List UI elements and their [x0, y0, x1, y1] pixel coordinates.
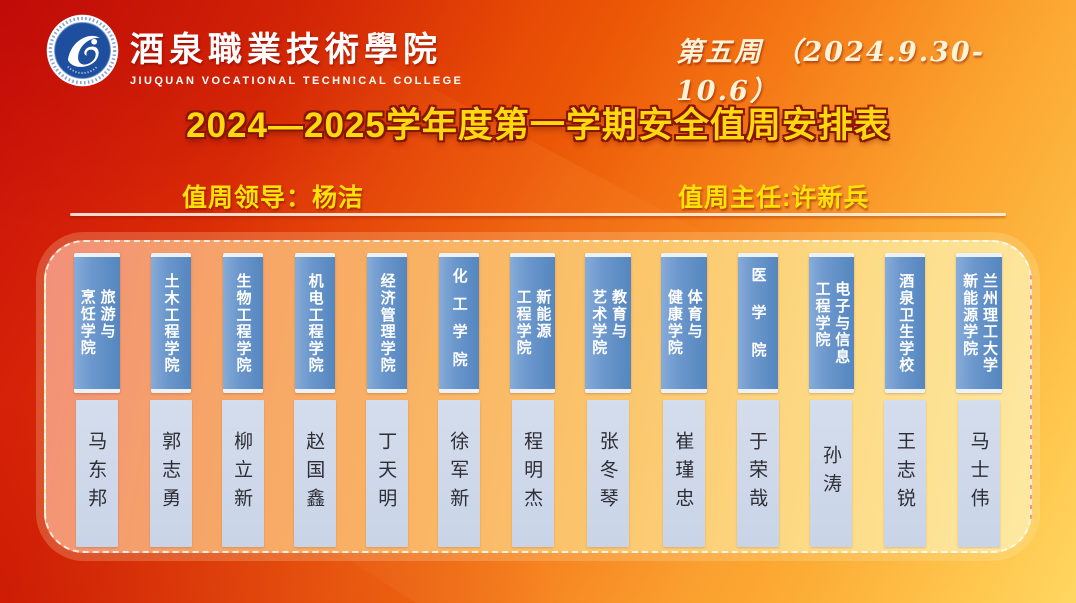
duty-director-label: 值周主任:许新兵 — [678, 184, 870, 212]
person-name-box: 于荣哉 — [736, 400, 779, 547]
department-header: 新能源 工程学院 — [509, 253, 556, 393]
person-name-box: 马士伟 — [958, 400, 1001, 547]
department-header: 土木工程学院 — [150, 253, 191, 393]
duty-column: 经济管理学院 丁天明 — [365, 253, 408, 547]
schedule-panel: 旅游与 烹饪学院 马东邦 土木工程学院 郭志勇 生物工程学院 柳立新 机电工程学… — [44, 240, 1032, 553]
page-title: 2024—2025学年度第一学期安全值周安排表 — [186, 106, 890, 145]
person-name-box: 徐军新 — [437, 400, 480, 547]
person-name: 徐军新 — [447, 430, 470, 517]
department-label: 生物工程学院 — [234, 272, 252, 374]
duty-column: 教育与 艺术学院 张冬琴 — [585, 253, 631, 547]
duty-column: 酒泉卫生学校 王志锐 — [884, 253, 927, 547]
department-label: 电子与信息 工程学院 — [813, 281, 851, 365]
department-header: 旅游与 烹饪学院 — [74, 253, 120, 393]
person-name-box: 崔瑾忠 — [662, 400, 705, 547]
person-name: 郭志勇 — [159, 430, 182, 517]
department-header: 经济管理学院 — [366, 253, 407, 393]
department-header: 兰州理工大学 新能源学院 — [956, 253, 1002, 393]
duty-leader-label: 值周领导：杨洁 — [182, 184, 365, 212]
department-header: 体育与 健康学院 — [661, 253, 707, 393]
department-label: 体育与 健康学院 — [665, 289, 703, 357]
department-label: 化工学院 — [450, 267, 468, 379]
duty-column: 体育与 健康学院 崔瑾忠 — [661, 253, 707, 547]
person-name: 于荣哉 — [746, 430, 769, 517]
college-name-english: JIUQUAN VOCATIONAL TECHNICAL COLLEGE — [130, 75, 464, 87]
department-label: 酒泉卫生学校 — [897, 272, 915, 374]
person-name: 马东邦 — [85, 430, 108, 517]
department-label: 机电工程学院 — [306, 272, 324, 374]
person-name: 张冬琴 — [596, 430, 619, 517]
person-name: 丁天明 — [375, 430, 398, 517]
department-header: 化工学院 — [438, 253, 479, 393]
person-name-box: 孙涛 — [810, 400, 853, 547]
department-label: 新能源 工程学院 — [514, 289, 552, 357]
leaders-row: 值周领导：杨洁 值周主任:许新兵 — [0, 178, 1076, 212]
person-name-box: 马东邦 — [75, 400, 118, 547]
department-header: 电子与信息 工程学院 — [808, 253, 855, 393]
person-name-box: 柳立新 — [221, 400, 264, 547]
department-label: 兰州理工大学 新能源学院 — [961, 272, 998, 374]
department-label: 医学院 — [749, 266, 767, 380]
person-name-box: 王志锐 — [884, 400, 927, 547]
department-header: 生物工程学院 — [222, 253, 263, 393]
header-bar: 酒泉職業技術學院 JIUQUAN VOCATIONAL TECHNICAL CO… — [0, 0, 1076, 107]
college-emblem-icon — [46, 14, 119, 87]
duty-column: 新能源 工程学院 程明杰 — [509, 253, 556, 547]
person-name: 王志锐 — [893, 430, 916, 517]
department-header: 酒泉卫生学校 — [885, 253, 926, 393]
duty-column: 电子与信息 工程学院 孙涛 — [808, 253, 855, 547]
department-label: 经济管理学院 — [378, 272, 396, 374]
department-header: 医学院 — [737, 253, 778, 393]
department-label: 土木工程学院 — [162, 272, 180, 374]
duty-column: 化工学院 徐军新 — [437, 253, 480, 547]
duty-column: 医学院 于荣哉 — [736, 253, 779, 547]
person-name: 马士伟 — [967, 430, 990, 517]
person-name: 孙涛 — [819, 445, 842, 502]
person-name: 柳立新 — [231, 430, 254, 517]
college-name: 酒泉職業技術學院 — [130, 30, 442, 70]
person-name-box: 赵国鑫 — [293, 400, 336, 547]
department-label: 旅游与 烹饪学院 — [78, 289, 116, 357]
person-name: 程明杰 — [521, 430, 544, 517]
duty-column: 旅游与 烹饪学院 马东邦 — [74, 253, 120, 547]
college-brand: 酒泉職業技術學院 JIUQUAN VOCATIONAL TECHNICAL CO… — [130, 22, 463, 87]
duty-column: 土木工程学院 郭志勇 — [149, 253, 192, 547]
person-name: 崔瑾忠 — [672, 430, 695, 517]
week-label: 第五周 （2024.9.30-10.6） — [676, 37, 985, 107]
department-header: 机电工程学院 — [294, 253, 335, 393]
duty-column: 机电工程学院 赵国鑫 — [293, 253, 336, 547]
duty-column: 兰州理工大学 新能源学院 马士伟 — [956, 253, 1002, 547]
person-name-box: 张冬琴 — [587, 400, 630, 547]
duty-column: 生物工程学院 柳立新 — [221, 253, 264, 547]
department-label: 教育与 艺术学院 — [590, 289, 627, 357]
person-name: 赵国鑫 — [303, 430, 326, 517]
divider-line — [70, 213, 1006, 216]
department-header: 教育与 艺术学院 — [585, 253, 631, 393]
person-name-box: 程明杰 — [511, 400, 554, 547]
person-name-box: 郭志勇 — [149, 400, 192, 547]
person-name-box: 丁天明 — [365, 400, 408, 547]
